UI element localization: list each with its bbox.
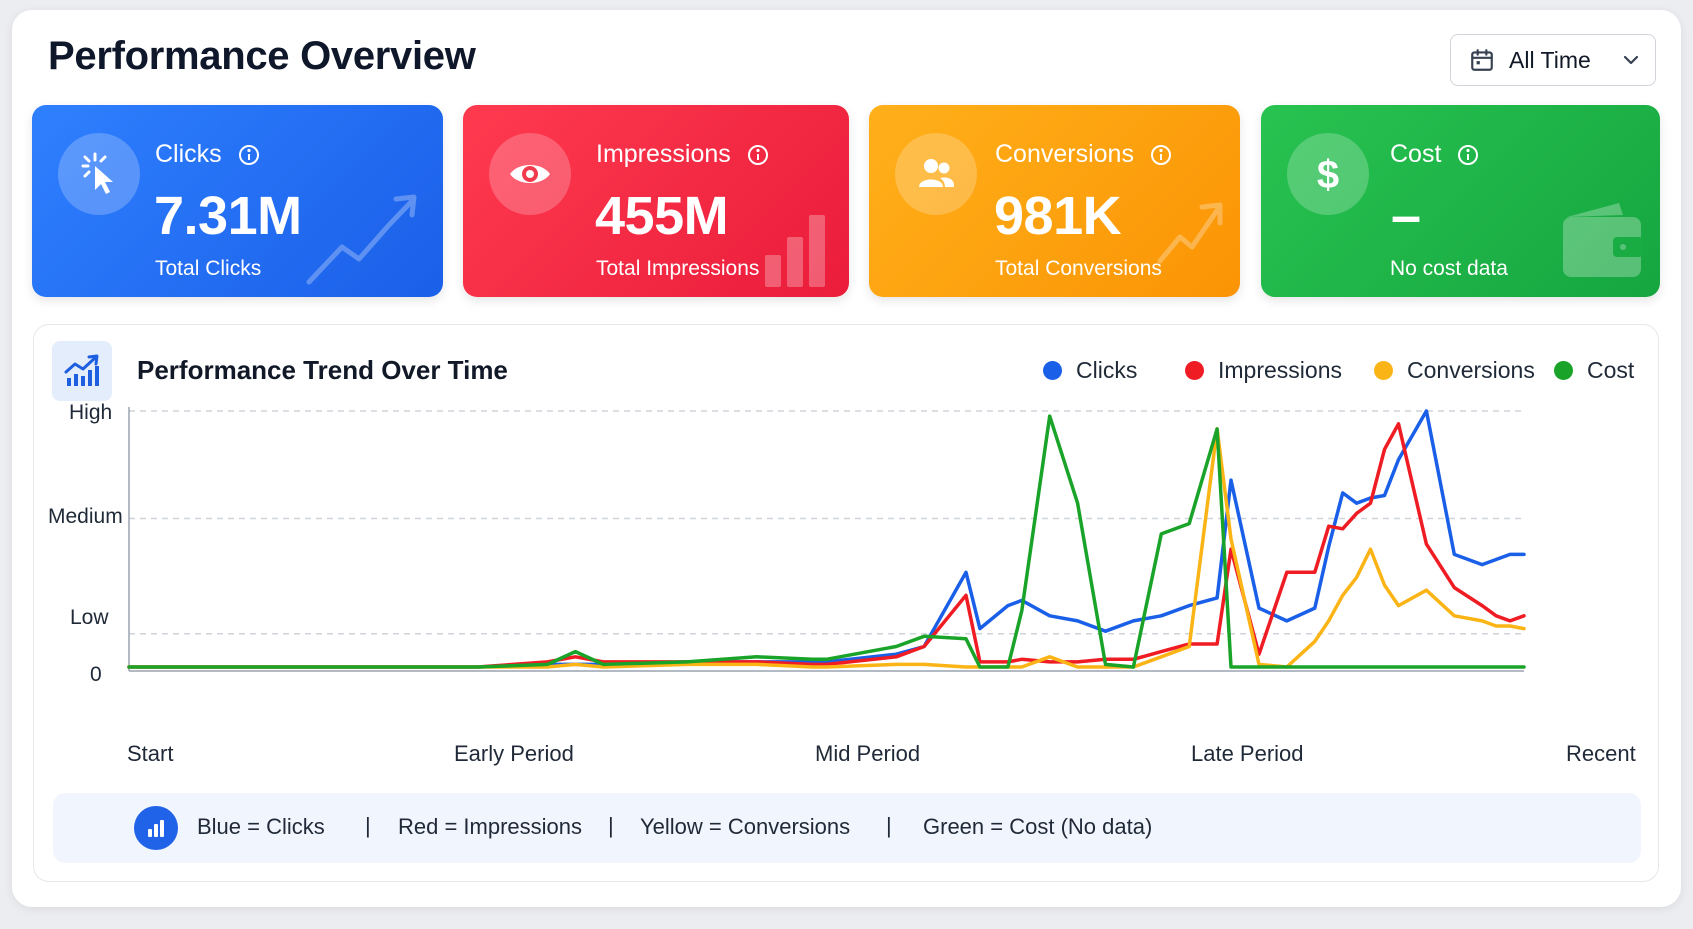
page-title: Performance Overview [48, 34, 476, 78]
x-tick-label: Mid Period [815, 741, 921, 766]
x-tick-label: Early Period [454, 741, 574, 766]
trend-chart-icon-box [52, 341, 112, 401]
clicks-title-text: Clicks [155, 140, 222, 168]
color-key-bar: Blue = Clicks | Red = Impressions | Yell… [53, 793, 1641, 863]
legend-label: Impressions [1218, 357, 1342, 383]
legend-dot [1043, 361, 1062, 380]
conversions-icon-circle [895, 133, 977, 215]
cost-card[interactable]: $ Cost – No cost data [1261, 105, 1660, 297]
x-tick-label: Recent [1566, 741, 1636, 766]
clicks-icon-circle [58, 133, 140, 215]
calendar-icon [1471, 49, 1493, 71]
color-key-separator: | [365, 813, 371, 838]
chevron-down-icon [1623, 55, 1639, 65]
trend-chart [127, 407, 1526, 672]
y-tick-label: 0 [90, 663, 102, 686]
conversions-title-text: Conversions [995, 140, 1134, 168]
impressions-card[interactable]: Impressions 455M Total Impressions [463, 105, 849, 297]
impressions-subtitle: Total Impressions [596, 257, 760, 280]
svg-text:$: $ [1317, 153, 1339, 197]
clicks-subtitle: Total Clicks [155, 257, 262, 280]
date-range-label: All Time [1509, 46, 1591, 73]
info-icon[interactable] [1150, 144, 1172, 166]
cost-title-text: Cost [1390, 140, 1442, 168]
color-key-impressions: Red = Impressions [398, 814, 583, 839]
legend-dot [1374, 361, 1393, 380]
color-key-separator: | [608, 813, 614, 838]
cursor-click-icon [81, 152, 113, 194]
date-range-select[interactable]: All Time [1450, 34, 1656, 86]
y-tick-label: Medium [48, 505, 123, 528]
eye-icon [510, 165, 550, 183]
legend-label: Cost [1587, 357, 1635, 383]
color-key-conversions: Yellow = Conversions [640, 814, 851, 839]
legend-item-conversions[interactable]: Conversions [1374, 357, 1535, 384]
legend-item-impressions[interactable]: Impressions [1185, 357, 1342, 384]
conversions-value: 981K [994, 186, 1122, 246]
legend-label: Conversions [1407, 357, 1535, 383]
legend-dot [1185, 361, 1204, 380]
clicks-title: Clicks [155, 140, 260, 169]
clicks-card[interactable]: Clicks 7.31M Total Clicks [32, 105, 443, 297]
clicks-value: 7.31M [154, 186, 302, 246]
legend-dot [1554, 361, 1573, 380]
series-line-impressions[interactable] [127, 422, 1526, 669]
trend-up-decoration-icon [1157, 202, 1223, 264]
impressions-title: Impressions [596, 140, 769, 169]
color-key-cost: Green = Cost (No data) [923, 814, 1153, 839]
bar-chart-icon [134, 806, 178, 850]
legend-label: Clicks [1076, 357, 1138, 383]
users-icon [919, 159, 955, 187]
y-tick-label: High [69, 401, 113, 424]
x-tick-label: Start [127, 741, 174, 766]
chart-title: Performance Trend Over Time [137, 355, 508, 385]
impressions-title-text: Impressions [596, 140, 731, 168]
info-icon[interactable] [747, 144, 769, 166]
wallet-decoration-icon [1563, 203, 1643, 277]
cost-value: – [1391, 186, 1421, 246]
legend-item-cost[interactable]: Cost [1554, 357, 1634, 384]
y-tick-label: Low [70, 606, 109, 629]
legend-item-clicks[interactable]: Clicks [1043, 357, 1137, 384]
cost-subtitle: No cost data [1390, 257, 1508, 280]
color-key-separator: | [886, 813, 892, 838]
info-icon[interactable] [1457, 144, 1479, 166]
conversions-title: Conversions [995, 140, 1172, 169]
series-line-cost[interactable] [127, 414, 1526, 669]
info-icon[interactable] [238, 144, 260, 166]
cost-icon-circle: $ [1287, 133, 1369, 215]
cost-title: Cost [1390, 140, 1479, 169]
series-line-clicks[interactable] [127, 409, 1526, 669]
dollar-icon: $ [1317, 153, 1339, 197]
conversions-subtitle: Total Conversions [995, 257, 1162, 280]
trend-chart-icon [64, 354, 99, 386]
color-key-clicks: Blue = Clicks [197, 814, 325, 839]
series-line-conversions[interactable] [127, 427, 1526, 669]
trend-panel: Performance Trend Over Time Clicks Impre… [33, 324, 1659, 882]
bar-chart-decoration-icon [765, 215, 825, 287]
impressions-icon-circle [489, 133, 571, 215]
impressions-value: 455M [595, 186, 729, 246]
trend-line-decoration-icon [306, 194, 417, 285]
x-tick-label: Late Period [1191, 741, 1304, 766]
conversions-card[interactable]: Conversions 981K Total Conversions [869, 105, 1240, 297]
